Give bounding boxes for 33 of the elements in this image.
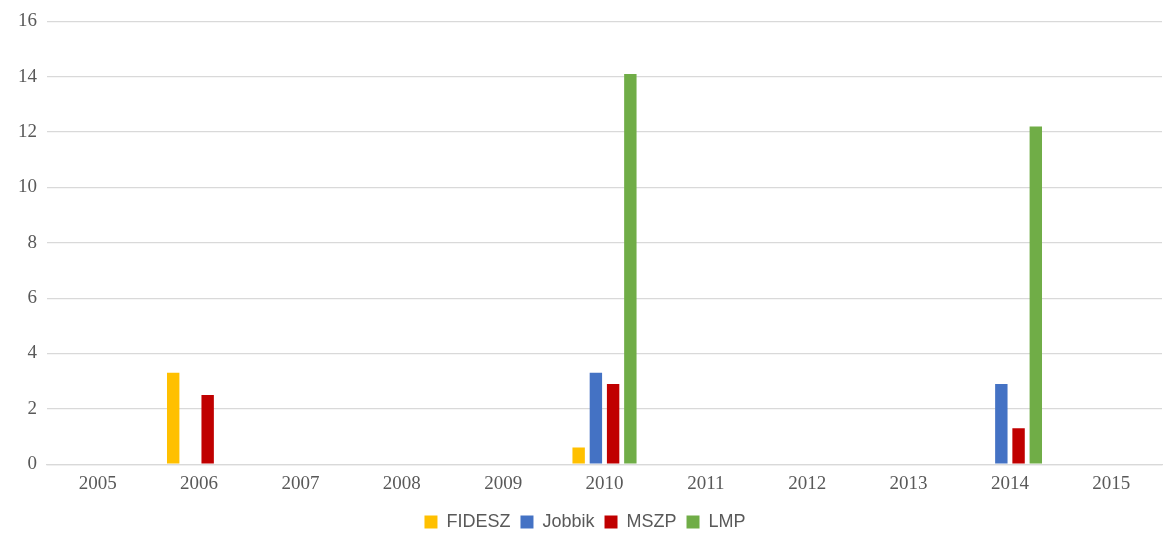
legend-label: Jobbik — [542, 510, 596, 531]
x-tick-label: 2006 — [180, 471, 219, 493]
y-tick-label: 14 — [18, 64, 38, 86]
bar — [606, 383, 620, 464]
bar — [589, 372, 603, 464]
y-tick-label: 8 — [27, 230, 37, 252]
legend-label: MSZP — [626, 510, 677, 531]
x-tick-label: 2010 — [585, 471, 624, 493]
bar — [166, 372, 180, 464]
y-tick-label: 12 — [18, 120, 37, 142]
y-tick-label: 10 — [18, 175, 37, 197]
x-tick-label: 2013 — [889, 471, 928, 493]
x-tick-label: 2014 — [990, 471, 1030, 493]
y-tick-label: 4 — [27, 341, 38, 363]
bar — [1029, 126, 1043, 464]
x-tick-label: 2005 — [78, 471, 117, 493]
bar — [1012, 428, 1025, 464]
y-tick-label: 16 — [18, 9, 37, 31]
y-tick-label: 0 — [27, 452, 37, 474]
bar — [201, 395, 214, 464]
legend-label: LMP — [708, 510, 746, 531]
bar — [572, 447, 585, 464]
x-tick-label: 2009 — [484, 471, 523, 493]
x-tick-label: 2015 — [1092, 471, 1131, 493]
y-tick-label: 6 — [27, 286, 37, 308]
bar — [995, 383, 1008, 464]
x-tick-label: 2012 — [788, 471, 827, 493]
y-tick-label: 2 — [27, 396, 37, 418]
x-tick-label: 2007 — [281, 471, 320, 493]
legend-label: FIDESZ — [446, 510, 511, 531]
x-tick-label: 2011 — [687, 471, 725, 493]
x-tick-label: 2008 — [382, 471, 421, 493]
bar — [624, 73, 637, 464]
